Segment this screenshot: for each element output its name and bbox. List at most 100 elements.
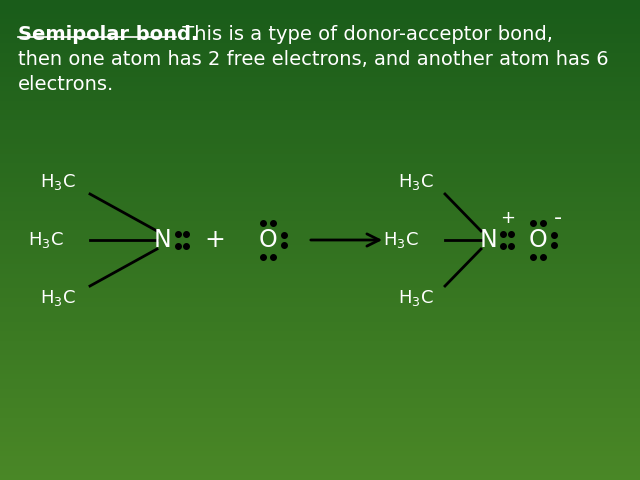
Bar (0, 24, 640, 29)
Bar (0, 149, 640, 154)
Bar (0, 350, 640, 355)
Bar (0, 216, 640, 221)
Bar (0, 82, 640, 86)
Bar (0, 101, 640, 106)
Bar (0, 451, 640, 456)
Bar (0, 19, 640, 24)
Bar (0, 312, 640, 317)
Bar (0, 326, 640, 331)
Bar (0, 120, 640, 125)
Bar (0, 374, 640, 379)
Bar (0, 182, 640, 187)
Bar (0, 67, 640, 72)
Bar (0, 178, 640, 182)
Text: H$_3$C: H$_3$C (40, 288, 76, 308)
Bar (0, 346, 640, 350)
Bar (0, 403, 640, 408)
Bar (0, 163, 640, 168)
Bar (0, 384, 640, 389)
Bar (0, 38, 640, 43)
Text: O: O (259, 228, 277, 252)
Bar (0, 34, 640, 38)
Text: This is a type of donor-acceptor bond,: This is a type of donor-acceptor bond, (176, 25, 553, 44)
Bar (0, 379, 640, 384)
Bar (0, 187, 640, 192)
Bar (0, 274, 640, 278)
Bar (0, 389, 640, 394)
Bar (0, 442, 640, 446)
Bar (0, 475, 640, 480)
Bar (0, 77, 640, 82)
Bar (0, 10, 640, 14)
Bar (0, 355, 640, 360)
Bar (0, 365, 640, 370)
Bar (0, 259, 640, 264)
Bar (0, 307, 640, 312)
Bar (0, 466, 640, 470)
Bar (0, 456, 640, 461)
Bar (0, 250, 640, 254)
Bar (0, 245, 640, 250)
Bar (0, 293, 640, 298)
Bar (0, 288, 640, 293)
Bar (0, 437, 640, 442)
Text: H$_3$C: H$_3$C (28, 230, 64, 250)
Text: N: N (479, 228, 497, 252)
Bar (0, 86, 640, 91)
Bar (0, 360, 640, 365)
Bar (0, 413, 640, 418)
Bar (0, 298, 640, 302)
Text: H$_3$C: H$_3$C (398, 288, 434, 308)
Bar (0, 302, 640, 307)
Bar (0, 91, 640, 96)
Bar (0, 43, 640, 48)
Bar (0, 283, 640, 288)
Bar (0, 197, 640, 202)
Bar (0, 192, 640, 197)
Bar (0, 48, 640, 53)
Bar (0, 394, 640, 398)
Bar (0, 62, 640, 67)
Bar (0, 96, 640, 101)
Text: H$_3$C: H$_3$C (398, 172, 434, 192)
Bar (0, 134, 640, 139)
Text: O: O (529, 228, 547, 252)
Bar (0, 211, 640, 216)
Bar (0, 110, 640, 115)
Bar (0, 336, 640, 341)
Text: N: N (154, 228, 172, 252)
Bar (0, 130, 640, 134)
Bar (0, 278, 640, 283)
Bar (0, 168, 640, 173)
Bar (0, 154, 640, 158)
Bar (0, 446, 640, 451)
Text: +: + (205, 228, 225, 252)
Text: then one atom has 2 free electrons, and another atom has 6: then one atom has 2 free electrons, and … (18, 50, 609, 69)
Bar (0, 5, 640, 10)
Bar (0, 173, 640, 178)
Bar (0, 144, 640, 149)
Bar (0, 230, 640, 235)
Bar (0, 106, 640, 110)
Bar (0, 226, 640, 230)
Bar (0, 269, 640, 274)
Bar (0, 29, 640, 34)
Bar (0, 322, 640, 326)
Text: -: - (554, 208, 562, 228)
Bar (0, 235, 640, 240)
Bar (0, 254, 640, 259)
Bar (0, 0, 640, 5)
Bar (0, 72, 640, 77)
Text: H$_3$C: H$_3$C (40, 172, 76, 192)
Text: Semipolar bond.: Semipolar bond. (18, 25, 198, 44)
Bar (0, 422, 640, 427)
Bar (0, 115, 640, 120)
Bar (0, 418, 640, 422)
Bar (0, 341, 640, 346)
Text: H$_3$C: H$_3$C (383, 230, 419, 250)
Bar (0, 461, 640, 466)
Bar (0, 58, 640, 62)
Bar (0, 221, 640, 226)
Bar (0, 331, 640, 336)
Text: electrons.: electrons. (18, 75, 115, 94)
